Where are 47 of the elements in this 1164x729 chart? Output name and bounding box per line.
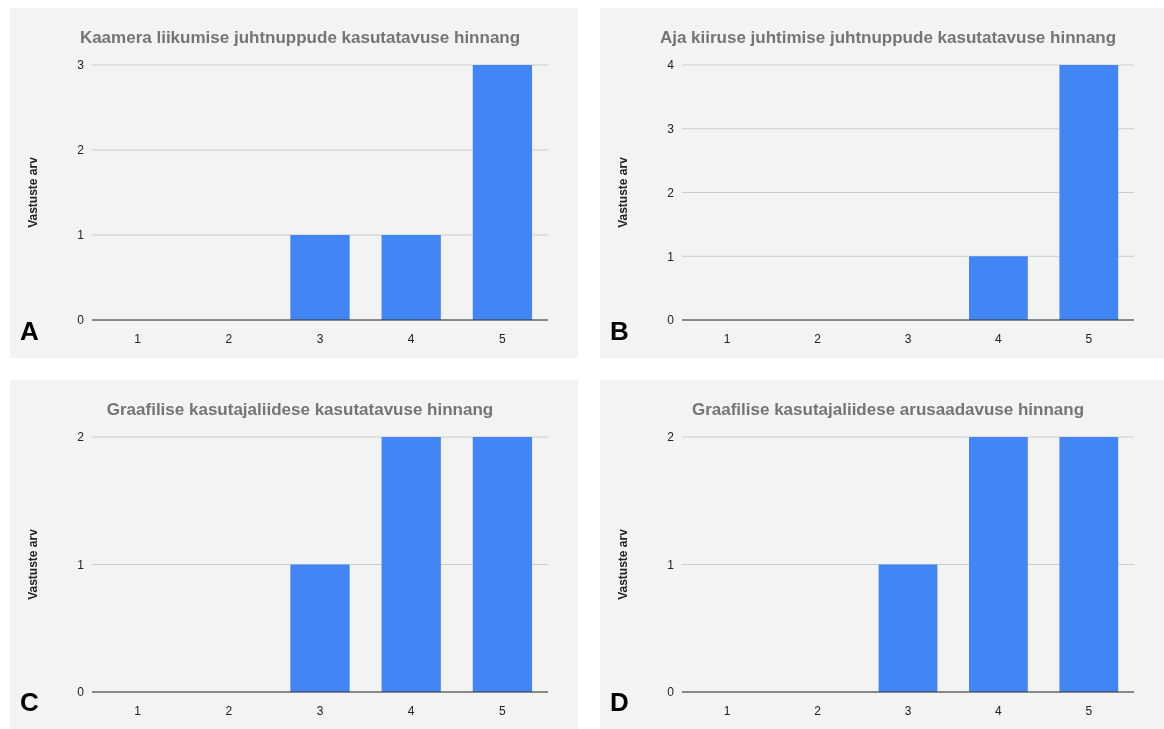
- y-tick-label: 2: [77, 430, 85, 445]
- y-tick-label: 0: [667, 313, 675, 328]
- x-tick-label: 2: [814, 331, 822, 346]
- y-tick-label: 1: [667, 249, 675, 264]
- y-tick-label: 0: [77, 685, 85, 700]
- y-tick-label: 3: [77, 58, 85, 73]
- x-tick-label: 4: [407, 331, 415, 346]
- x-tick-label: 5: [499, 703, 507, 718]
- y-axis-title: Vastuste arv: [616, 528, 630, 600]
- y-tick-label: 1: [667, 557, 675, 572]
- chart-title: Graafilise kasutajaliidese arusaadavuse hinnang: [691, 400, 1085, 419]
- x-tick-label: 4: [995, 331, 1003, 346]
- x-tick-label: 2: [225, 703, 233, 718]
- y-tick-label: 1: [77, 557, 85, 572]
- x-tick-label: 1: [723, 331, 731, 346]
- x-tick-label: 5: [1085, 331, 1093, 346]
- x-tick-label: 4: [407, 703, 415, 718]
- text: C: [20, 687, 39, 717]
- text: D: [610, 687, 629, 717]
- x-tick-label: 1: [134, 703, 142, 718]
- x-tick-label: 4: [995, 703, 1003, 718]
- y-tick-label: 3: [667, 122, 675, 137]
- x-tick-label: 1: [723, 703, 731, 718]
- x-tick-label: 3: [316, 331, 324, 346]
- y-tick-label: 1: [77, 228, 85, 243]
- y-tick-label: 2: [667, 185, 675, 200]
- x-tick-label: 2: [225, 331, 233, 346]
- x-tick-label: 5: [1085, 703, 1093, 718]
- x-tick-label: 3: [904, 703, 912, 718]
- chart-title: Aja kiiruse juhtimise juhtnuppude kasutatavuse hinnang: [659, 28, 1117, 47]
- y-tick-label: 0: [77, 313, 85, 328]
- text: A: [20, 316, 39, 346]
- x-tick-label: 5: [499, 331, 507, 346]
- y-tick-label: 2: [667, 430, 675, 445]
- chart-title: Kaamera liikumise juhtnuppude kasutatavuse hinnang: [79, 28, 521, 47]
- y-axis-title: Vastuste arv: [616, 156, 630, 228]
- x-tick-label: 3: [316, 703, 324, 718]
- y-tick-label: 2: [77, 143, 85, 158]
- y-axis-title: Vastuste arv: [26, 156, 40, 228]
- text: B: [610, 316, 629, 346]
- x-tick-label: 2: [814, 703, 822, 718]
- x-tick-label: 3: [904, 331, 912, 346]
- y-axis-title: Vastuste arv: [26, 528, 40, 600]
- x-tick-label: 1: [134, 331, 142, 346]
- y-tick-label: 4: [667, 58, 675, 73]
- chart-title: Graafilise kasutajaliidese kasutatavuse hinnang: [106, 400, 494, 419]
- y-tick-label: 0: [667, 685, 675, 700]
